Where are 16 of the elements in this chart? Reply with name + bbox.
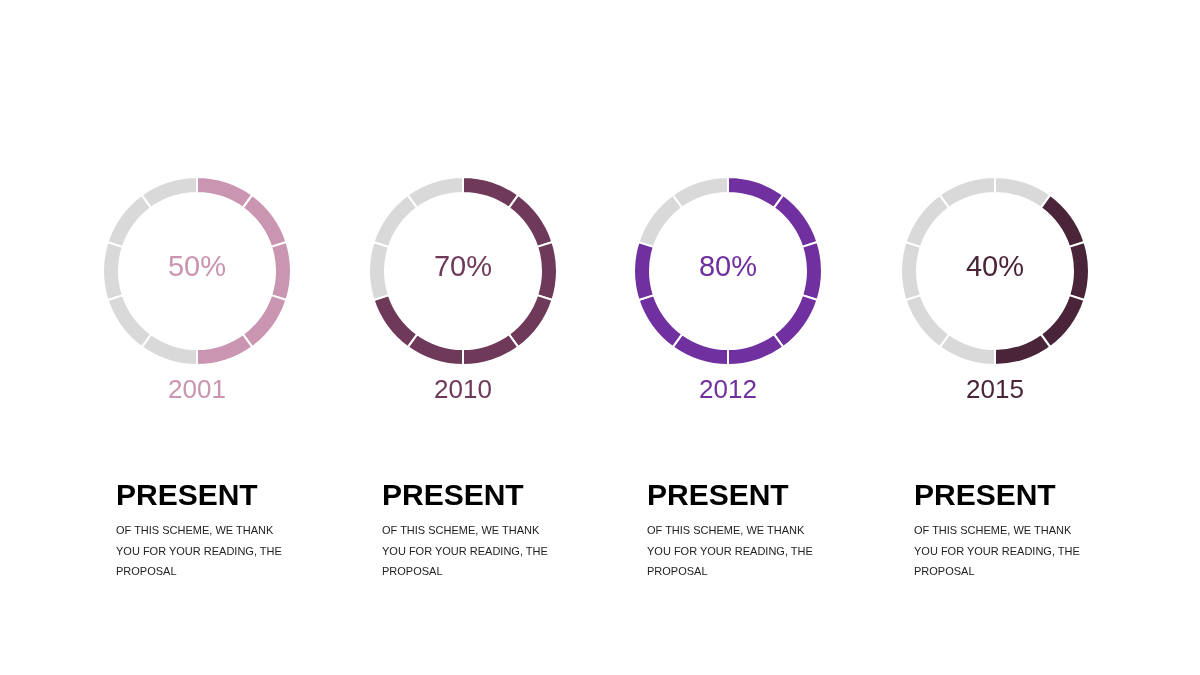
- text: OF THIS SCHEME, WE THANK YOU FOR YOUR READING, THE PROPOSAL: [914, 523, 1081, 579]
- text: PRESENT: [116, 478, 258, 512]
- text: 50%: [166, 250, 227, 283]
- text: OF THIS SCHEME, WE THANK YOU FOR YOUR READING, THE PROPOSAL: [116, 523, 283, 579]
- text: OF THIS SCHEME, WE THANK YOU FOR YOUR READING, THE PROPOSAL: [382, 523, 549, 579]
- text: PRESENT: [647, 478, 789, 512]
- text: 80%: [697, 250, 758, 283]
- text: 70%: [432, 250, 493, 283]
- text: 2015: [965, 374, 1025, 405]
- text: 2012: [698, 374, 758, 405]
- text: PRESENT: [382, 478, 524, 512]
- text: PRESENT: [914, 478, 1056, 512]
- text: 2001: [167, 374, 227, 405]
- text: 40%: [964, 250, 1025, 283]
- text: OF THIS SCHEME, WE THANK YOU FOR YOUR READING, THE PROPOSAL: [647, 523, 814, 579]
- text: 2010: [433, 374, 493, 405]
